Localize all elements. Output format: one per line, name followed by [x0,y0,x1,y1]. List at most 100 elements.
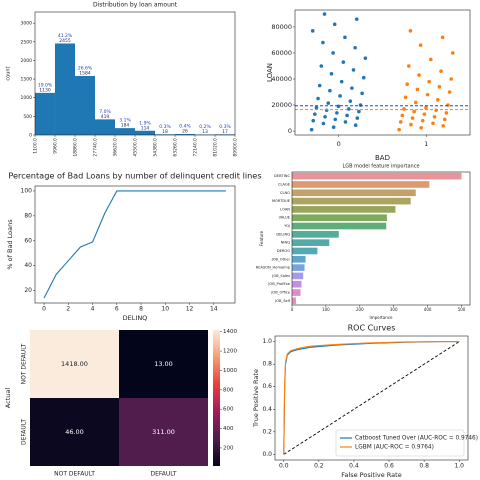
colorbar-tick-label: 400 [223,426,234,432]
x-tick-label: 8 [139,306,143,313]
bar [292,206,396,213]
point [398,120,403,124]
point [405,82,409,87]
axes-frame [291,171,471,306]
point [317,83,322,88]
point [437,85,442,89]
y-tick-label: 0.2 [262,428,272,435]
point [310,29,315,33]
point [343,120,348,124]
chart-title: ROC Curves [348,324,396,333]
x-tick-label: 0.6 [384,463,394,470]
axes-frame [274,335,469,461]
point [408,29,413,33]
x-tick-label: 200 [356,307,364,312]
bar-count-label: 26 [182,129,188,135]
point [323,114,327,119]
y-tick-label: 2000 [21,58,33,64]
x-axis-label: Importance [370,315,393,320]
bar [115,128,135,135]
bar-percent-label: 7.0% [99,109,111,115]
y-tick-label: 0 [29,133,32,139]
y-tick-label: 40000 [271,75,292,83]
y-tick-label: JOB_ProfExe [267,282,290,286]
y-tick-label: REASON_HomeImp [256,266,291,270]
heatmap-cell [30,330,119,398]
x-tick-label: 9960.0 [52,138,58,154]
axes-frame [34,185,236,304]
point [412,109,416,114]
x-tick-label: 1.0 [454,463,464,470]
bar-count-label: 184 [121,123,130,129]
y-axis-label: % of Bad Loans [6,219,14,270]
colorbar-tick-label: 600 [223,407,234,413]
x-axis-label: BAD [375,154,390,162]
bar [155,134,175,135]
heatmap-cell [30,398,119,466]
point [346,107,351,111]
bar [292,239,330,246]
x-tick-label: 400 [424,307,432,312]
x-tick-label: 0 [291,307,294,312]
y-tick-label: JOB_Self [274,299,291,303]
y-tick-label: 500 [23,114,32,120]
y-tick-label: 1.0 [262,338,272,345]
x-tick-label: 0.2 [314,463,324,470]
x-tick-label: 2 [66,306,70,313]
y-tick-label: CLNO [280,191,290,195]
bar [35,92,55,135]
bar-count-label: 1584 [79,70,91,76]
y-tick-label: DEBTINC [274,174,290,178]
x-tick-label: 81020.0 [213,138,219,157]
point [348,99,353,103]
y-tick-label: 1000 [21,95,33,101]
y-tick-label: LOAN [280,207,290,211]
chart-title: Percentage of Bad Loans by number of del… [8,171,261,181]
chart-title: LGB model feature importance [342,164,419,170]
y-tick-label: 60000 [271,49,292,57]
cell-label: 1418.00 [61,360,88,368]
point [331,125,336,129]
point [409,122,413,127]
y-tick-label: CLAGE [278,182,291,186]
x-tick-label: 0.0 [279,463,289,470]
axes-frame [294,9,471,136]
colorbar-tick-label: 1200 [223,349,237,355]
y-tick-label: 80 [24,212,32,219]
bar [54,43,75,135]
point [357,109,361,114]
x-tick-label: 12 [186,306,194,313]
point [332,22,337,27]
y-tick-label: YOJ [284,224,290,228]
bar-percent-label: 19.0% [38,82,53,88]
x-tick-label: 100 [322,307,330,312]
y-tick-label: 0.0 [262,451,272,458]
point [363,56,368,60]
point [333,117,338,122]
bar [292,272,304,280]
x-tick-label: 14 [210,306,218,313]
x-tick-label: 1100.0 [33,138,39,154]
bar [292,231,339,238]
bar [292,189,416,197]
bar [292,214,387,222]
y-tick-label: 60 [24,237,32,244]
point [447,90,452,94]
point [309,127,314,132]
bar [292,280,302,288]
x-tick-label: 10 [161,306,169,313]
point [345,113,349,118]
cell-label: 46.00 [65,428,84,436]
point [358,103,363,107]
x-tick-label: 0.4 [349,463,359,470]
point [449,77,454,81]
y-tick-label: 20000 [271,101,292,109]
bar [292,181,430,188]
y-tick-label: 20 [24,287,32,294]
point [422,112,427,116]
x-axis-label: False Positive Rate [341,471,401,479]
x-tick-label: 0 [337,140,341,148]
y-tick-label: JOB_Office [270,291,290,295]
legend-label: LGBM (AUC-ROC = 0.9764) [355,445,434,451]
y-tick-label: 0 [288,127,292,135]
